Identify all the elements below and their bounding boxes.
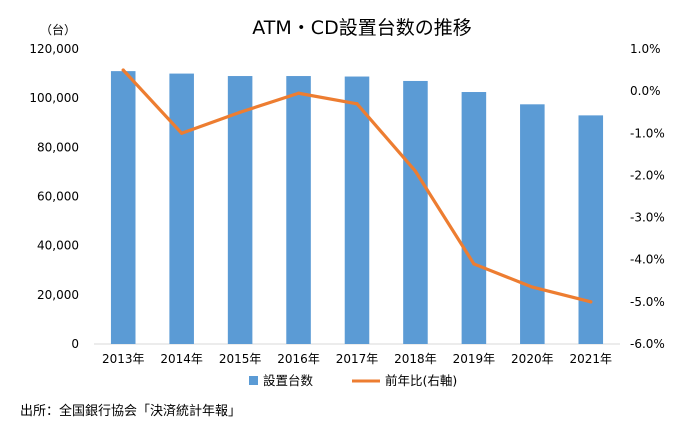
line-point bbox=[472, 262, 476, 266]
bar bbox=[461, 92, 487, 344]
bar bbox=[403, 80, 428, 344]
x-axis-tick-label: 2021年 bbox=[570, 352, 613, 366]
line-point bbox=[413, 169, 418, 173]
chart-title: ATM・CD設置台数の推移 bbox=[252, 17, 471, 39]
line-point bbox=[296, 91, 301, 95]
bar bbox=[344, 76, 370, 345]
bar bbox=[227, 76, 253, 345]
x-axis-tick-label: 2019年 bbox=[453, 352, 496, 366]
right-axis-tick-label: 0.0% bbox=[630, 84, 661, 98]
left-axis-tick-label: 20,000 bbox=[37, 288, 79, 302]
right-axis-tick-label: -1.0% bbox=[630, 126, 665, 140]
left-axis-tick-label: 40,000 bbox=[37, 239, 79, 253]
x-axis-tick-label: 2020年 bbox=[511, 352, 554, 366]
source-note: 出所：全国銀行協会「決済統計年報」 bbox=[20, 404, 242, 419]
legend-swatch-bar bbox=[249, 376, 258, 385]
right-axis-tick-label: -4.0% bbox=[630, 253, 665, 267]
x-axis-tick-label: 2018年 bbox=[394, 352, 437, 366]
right-axis-tick-label: -6.0% bbox=[630, 337, 665, 351]
left-axis-tick-label: 60,000 bbox=[37, 190, 79, 204]
x-axis-tick-label: 2014年 bbox=[160, 352, 203, 366]
right-axis-tick-label: 1.0% bbox=[630, 42, 661, 56]
x-axis-tick-label: 2017年 bbox=[336, 352, 379, 366]
line-point bbox=[238, 110, 242, 114]
legend-label-line: 前年比(右軸) bbox=[385, 373, 457, 388]
line-point bbox=[180, 131, 184, 135]
left-axis-tick-label: 80,000 bbox=[37, 140, 79, 154]
bar bbox=[520, 104, 545, 344]
bar bbox=[110, 71, 136, 344]
left-axis-tick-label: 0 bbox=[71, 337, 79, 351]
line-point bbox=[589, 300, 593, 304]
bar bbox=[578, 115, 604, 344]
bar bbox=[286, 76, 311, 345]
line-point bbox=[121, 68, 125, 72]
right-axis-tick-label: -5.0% bbox=[630, 295, 665, 309]
line-point bbox=[530, 285, 534, 289]
x-axis-tick-label: 2016年 bbox=[277, 352, 320, 366]
left-axis-unit: （台） bbox=[40, 22, 76, 37]
left-axis-tick-label: 100,000 bbox=[29, 91, 79, 105]
left-axis-tick-label: 120,000 bbox=[29, 42, 79, 56]
legend: 設置台数 前年比(右軸) bbox=[249, 373, 457, 388]
x-axis-tick-label: 2015年 bbox=[219, 352, 262, 366]
line-point bbox=[355, 102, 359, 106]
right-axis-tick-label: -2.0% bbox=[630, 168, 665, 182]
bar bbox=[169, 73, 194, 344]
right-axis-tick-label: -3.0% bbox=[630, 211, 665, 225]
legend-label-bar: 設置台数 bbox=[263, 373, 314, 388]
x-axis-tick-label: 2013年 bbox=[102, 352, 145, 366]
